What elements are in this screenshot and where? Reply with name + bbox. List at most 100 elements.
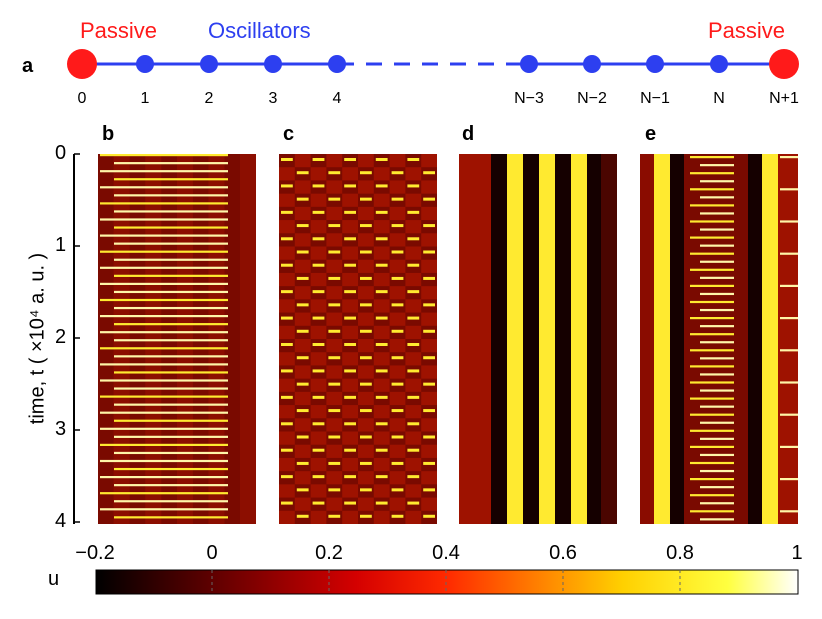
heatmap-c-cell [294,471,311,485]
heatmap-e-dash [780,349,798,352]
heatmap-c-dash [407,210,420,214]
heatmap-c-dash [423,461,435,465]
heatmap-b-streak [100,250,228,253]
panel-letter-e: e [645,123,657,145]
heatmap-c-dash [312,501,325,505]
heatmap-c-dash [281,422,293,426]
heatmap-c-dash [391,197,404,201]
heatmap-b-streak [100,443,228,446]
heatmap-c-cell [389,391,406,406]
heatmap-c-dash [344,316,356,320]
heatmap-b-streak [100,347,228,350]
heatmap-c-cell [279,484,295,498]
heatmap-c-dash [344,290,356,294]
heatmap-c-cell [294,233,311,247]
heatmap-c-dash [344,422,356,426]
heatmap-e-dash [690,397,734,400]
node-label-n-plus-1: N+1 [769,90,799,107]
heatmap-c-dash [407,158,420,161]
heatmap-c-cell [342,405,358,419]
heatmap-c-cell [342,484,358,498]
heatmap-b-column [145,154,162,524]
heatmap-c-dash [312,237,325,241]
heatmap-c-dash [344,475,356,479]
heatmap-c-cell [279,246,295,260]
oscillator-node-4 [328,55,346,73]
chain-diagram [67,49,799,79]
heatmap-c-dash [391,171,404,175]
heatmap-c-cell [405,431,422,445]
heatmap-c-dash [312,290,325,294]
heatmap-c-dash [281,263,293,267]
heatmap-c-dash [407,184,420,188]
heatmap-c-dash [328,435,341,439]
heatmap-e-stripe [762,154,778,524]
heatmap-e-dash [780,252,798,255]
heatmap-b-streak [100,395,228,398]
heatmap-c-dash [360,329,372,333]
heatmap-c-dash [281,184,293,188]
heatmap-c-dash [281,210,293,214]
heatmap-c-cell [310,299,327,313]
heatmap-c-cell [405,220,422,234]
heatmap-c-cell [421,444,437,458]
heatmap-c-cell [389,259,406,273]
heatmap-e-dash [700,308,734,312]
panel-letter-a: a [22,55,34,77]
heatmap-c-dash [281,475,293,479]
heatmap-c-dash [423,197,435,201]
heatmap-b-streak [100,218,228,221]
heatmap-c-dash [391,514,404,518]
heatmap-c-cell [294,339,311,353]
passive-left-label: Passive [80,18,158,43]
heatmap-c-cell [294,312,311,326]
heatmap-c-dash [407,263,420,267]
heatmap-c-dash [312,158,325,161]
heatmap-b-streak [114,339,228,342]
heatmap-e-dash [780,478,798,481]
node-label-n: N [713,90,725,107]
heatmap-b-streak [100,315,228,318]
heatmap-b-streak [100,459,228,463]
heatmap-c-cell [358,180,374,194]
heatmap-c-dash [423,514,435,518]
heatmap-b-streak [100,170,228,173]
heatmap-c-dash [407,316,420,320]
heatmap-c-dash [296,197,309,201]
heatmap-b-column [208,154,225,524]
heatmap-c-cell [310,193,327,207]
heatmap-c-cell [279,193,295,207]
heatmap-b-streak [100,411,228,414]
heatmap-e-dash [700,196,734,199]
node-label-2: 2 [204,90,214,107]
heatmap-c-dash [344,263,356,267]
heatmap-b-streak [114,242,228,245]
heatmap-c-cell [310,378,327,392]
heatmap-d-stripe [459,154,475,524]
heatmap-e-dash [700,389,734,392]
heatmap-c-cell [389,339,406,353]
heatmap-c-cell [342,246,358,260]
heatmap-e-dash [780,510,798,513]
heatmap-c-dash [312,369,325,373]
panel-letter-b: b [102,123,115,145]
heatmap-c-dash [344,343,356,346]
heatmap-e-dash [690,461,734,465]
heatmap-c-cell [389,312,406,326]
heatmap-c-cell [358,312,374,326]
heatmap-b-streak [100,186,228,189]
heatmap-c-dash [375,316,388,320]
heatmap-c-cell [358,497,374,511]
heatmap-e-dash [690,381,734,384]
heatmap-c-dash [407,501,420,505]
heatmap-c-dash [281,237,293,241]
heatmap-c-cell [373,457,390,472]
y-axis [73,153,80,524]
heatmap-c-cell [326,259,343,273]
heatmap-c-dash [328,356,341,360]
heatmap-c-dash [407,395,420,399]
heatmap-c-dash [391,435,404,439]
heatmap-c-cell [326,418,343,432]
heatmap-c-cell [342,378,358,392]
